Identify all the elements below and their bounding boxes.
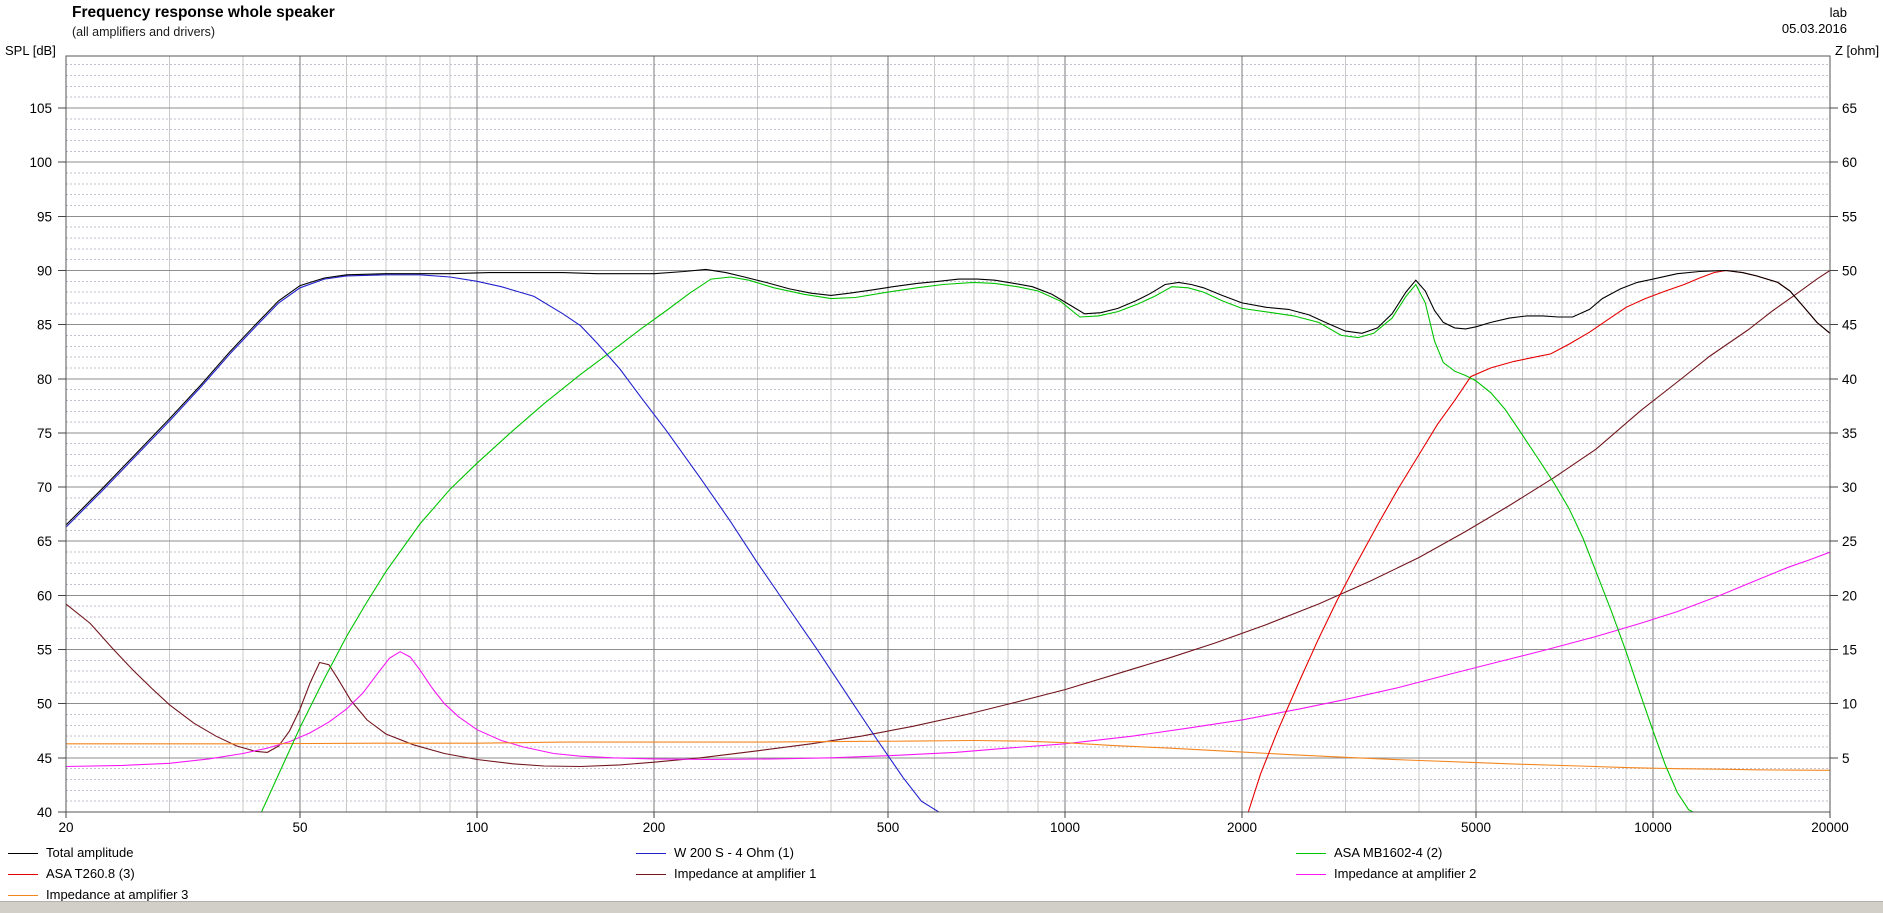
plot-frame — [65, 55, 1831, 813]
curve-impedance-amp-3 — [66, 739, 1830, 771]
y-right-tick-label: 45 — [1842, 318, 1857, 333]
page-title: Frequency response whole speaker — [72, 4, 335, 21]
legend-line-swatch — [636, 874, 666, 875]
x-tick-label: 100 — [466, 820, 489, 835]
page-subtitle: (all amplifiers and drivers) — [72, 25, 216, 39]
x-tick-label: 10000 — [1634, 820, 1672, 835]
legend-line-swatch — [8, 895, 38, 896]
y-right-tick-label: 30 — [1842, 480, 1857, 495]
y-left-tick-label: 85 — [37, 318, 52, 333]
y-left-tick-label: 50 — [37, 697, 52, 712]
x-tick-label: 200 — [643, 820, 666, 835]
x-tick-label: 5000 — [1461, 820, 1491, 835]
y-left-tick-label: 90 — [37, 263, 52, 278]
y-right-tick-label: 60 — [1842, 155, 1857, 170]
y-right-tick-label: 20 — [1842, 588, 1857, 603]
y-right-tick-label: 10 — [1842, 697, 1857, 712]
x-tick-label: 50 — [292, 820, 307, 835]
legend-line-swatch — [8, 874, 38, 875]
y-left-tick-label: 105 — [29, 101, 52, 116]
legend-line-swatch — [1296, 874, 1326, 875]
curve-impedance-amp-2 — [66, 551, 1830, 768]
y-right-tick-label: 50 — [1842, 263, 1857, 278]
stamp-date: 05.03.2016 — [1781, 21, 1847, 36]
curve-total-amplitude — [66, 268, 1830, 526]
y-left-tick-label: 80 — [37, 372, 52, 387]
y-right-tick-label: 55 — [1842, 209, 1857, 224]
legend-label: ASA MB1602-4 (2) — [1334, 845, 1443, 860]
legend-label: ASA T260.8 (3) — [46, 866, 135, 881]
window-bottom-bar — [0, 901, 1883, 913]
curve-asa-mb1602-4 — [66, 276, 1830, 813]
y-right-tick-label: 15 — [1842, 643, 1857, 658]
stamp-author: lab — [1829, 5, 1847, 20]
x-tick-label: 500 — [877, 820, 900, 835]
y-left-tick-label: 75 — [37, 426, 52, 441]
y-right-tick-label: 40 — [1842, 372, 1857, 387]
legend-label: Impedance at amplifier 3 — [46, 887, 189, 902]
legend-label: Total amplitude — [46, 845, 134, 860]
x-tick-label: 2000 — [1227, 820, 1257, 835]
legend-label: W 200 S - 4 Ohm (1) — [674, 845, 794, 860]
y-right-tick-label: 25 — [1842, 534, 1857, 549]
y-left-tick-label: 65 — [37, 534, 52, 549]
y-right-tick-label: 65 — [1842, 101, 1857, 116]
x-tick-label: 20 — [58, 820, 73, 835]
curve-w-200-s — [66, 274, 1830, 813]
y-right-tick-label: 5 — [1842, 751, 1850, 766]
y-left-tick-label: 70 — [37, 480, 52, 495]
legend-line-swatch — [8, 853, 38, 854]
y-right-axis-title: Z [ohm] — [1835, 43, 1880, 58]
x-tick-label: 20000 — [1811, 820, 1849, 835]
legend-line-swatch — [1296, 853, 1326, 854]
y-right-tick-label: 35 — [1842, 426, 1857, 441]
y-left-tick-label: 95 — [37, 209, 52, 224]
y-left-tick-label: 100 — [29, 155, 52, 170]
y-left-axis-title: SPL [dB] — [5, 43, 56, 58]
legend-line-swatch — [636, 853, 666, 854]
y-left-tick-label: 60 — [37, 588, 52, 603]
legend-label: Impedance at amplifier 1 — [674, 866, 817, 881]
legend-label: Impedance at amplifier 2 — [1334, 866, 1477, 881]
x-tick-label: 1000 — [1050, 820, 1080, 835]
y-left-tick-label: 40 — [37, 805, 52, 820]
y-left-tick-label: 45 — [37, 751, 52, 766]
stamp: lab 05.03.2016 — [1782, 5, 1847, 37]
y-left-tick-label: 55 — [37, 643, 52, 658]
curve-impedance-amp-1 — [66, 270, 1830, 768]
